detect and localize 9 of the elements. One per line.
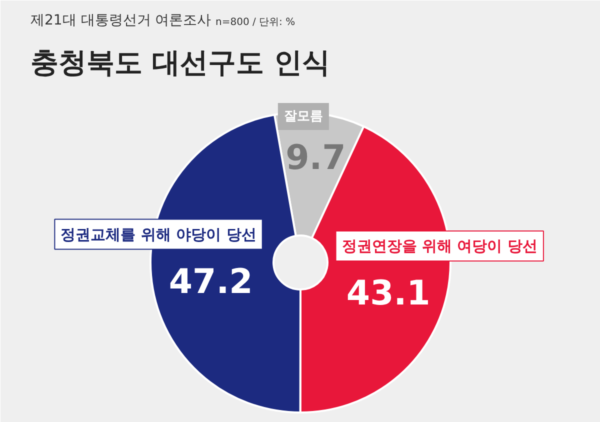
slice-label: 정권연장을 위해 여당이 당선 [342, 236, 538, 255]
data-label: 43.1 [346, 273, 430, 314]
slice-label: 정권교체를 위해 야당이 당선 [60, 225, 256, 244]
chart-subtitle: 제21대 대통령선거 여론조사 [30, 12, 212, 28]
data-label: 9.7 [286, 138, 346, 178]
slice-label: 잘모름 [284, 108, 323, 124]
text: n=800 / 단위: % [216, 17, 296, 28]
chart-title: 충청북도 대선구도 인식 [30, 46, 330, 79]
data-label: 47.2 [168, 262, 253, 302]
